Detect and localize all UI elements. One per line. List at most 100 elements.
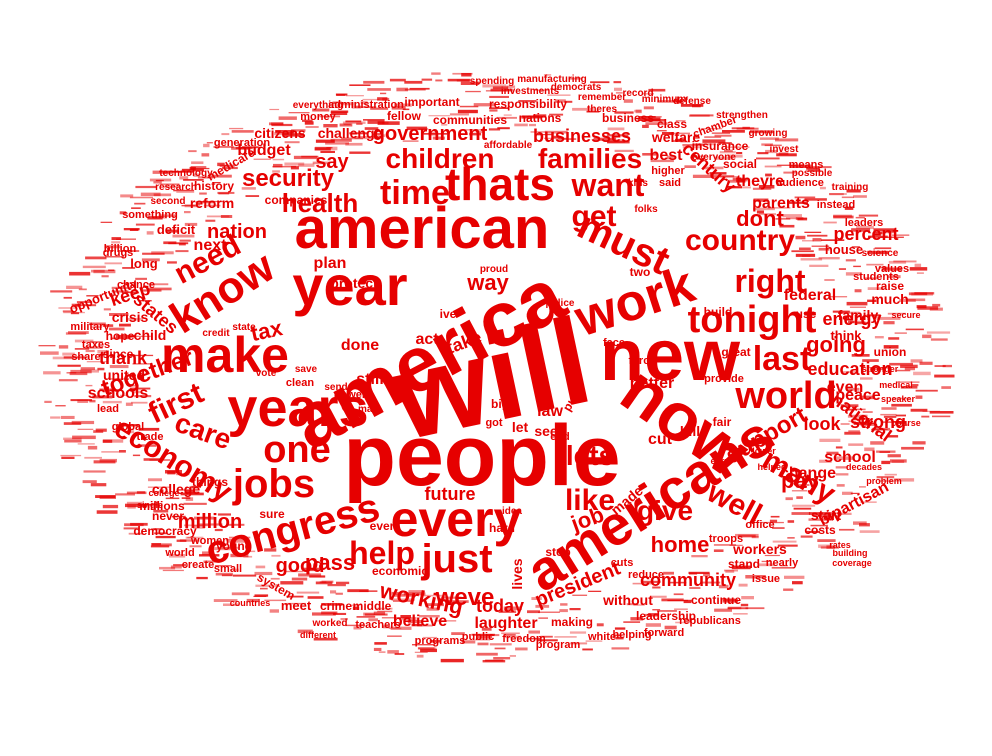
speckle-mark <box>476 652 498 656</box>
speckle-mark <box>134 202 146 205</box>
speckle-mark <box>623 621 641 623</box>
speckle-mark <box>149 178 172 182</box>
speckle-mark <box>727 179 746 183</box>
speckle-mark <box>741 596 754 600</box>
cloud-word-everything: everything <box>293 100 344 111</box>
cloud-word-believe: believe <box>393 613 447 630</box>
speckle-mark <box>93 460 116 464</box>
speckle-mark <box>58 379 78 382</box>
cloud-word-much: much <box>871 291 908 307</box>
speckle-mark <box>125 503 148 508</box>
cloud-word-manufacturing: manufacturing <box>517 74 586 85</box>
speckle-mark <box>644 119 667 122</box>
cloud-word-folks: folks <box>634 204 658 215</box>
speckle-mark <box>916 305 927 309</box>
speckle-mark <box>582 648 593 651</box>
cloud-word-weve: weve <box>435 584 495 611</box>
speckle-mark <box>549 113 564 116</box>
cloud-word-teachers: teachers <box>355 619 400 631</box>
speckle-mark <box>417 624 433 627</box>
cloud-word-problem: problem <box>866 476 902 486</box>
speckle-mark <box>817 539 836 542</box>
cloud-word-parents: parents <box>752 195 810 212</box>
speckle-mark <box>850 492 860 494</box>
speckle-mark <box>810 524 828 527</box>
speckle-mark <box>704 136 722 138</box>
speckle-mark <box>139 300 152 302</box>
speckle-mark <box>70 369 92 374</box>
speckle-mark <box>62 352 75 356</box>
cloud-word-college: college <box>152 481 200 497</box>
cloud-word-course: course <box>891 418 921 428</box>
cloud-word-making: making <box>551 615 593 629</box>
cloud-word-rates: rates <box>829 540 851 550</box>
speckle-mark <box>504 634 516 636</box>
speckle-mark <box>253 595 267 597</box>
speckle-mark <box>428 115 450 117</box>
speckle-mark <box>230 553 249 558</box>
speckle-mark <box>82 480 97 484</box>
speckle-mark <box>883 345 899 349</box>
speckle-mark <box>530 131 548 133</box>
speckle-mark <box>60 454 82 457</box>
speckle-mark <box>606 134 629 137</box>
cloud-word-women: women <box>190 535 229 547</box>
cloud-word-state: state <box>232 322 256 333</box>
cloud-word-get: get <box>572 200 617 233</box>
speckle-mark <box>131 207 141 209</box>
speckle-mark <box>607 127 625 131</box>
cloud-word-things: things <box>192 475 228 489</box>
speckle-mark <box>787 520 795 523</box>
speckle-mark <box>285 570 304 573</box>
speckle-mark <box>914 263 922 268</box>
speckle-mark <box>791 250 814 253</box>
speckle-mark <box>132 390 141 394</box>
speckle-mark <box>593 137 617 141</box>
speckle-mark <box>183 488 195 491</box>
cloud-word-health: health <box>282 188 359 218</box>
speckle-mark <box>477 130 484 133</box>
speckle-mark <box>675 120 686 122</box>
speckle-mark <box>169 554 186 558</box>
cloud-word-without: without <box>602 592 653 608</box>
speckle-mark <box>215 572 233 576</box>
speckle-mark <box>823 221 837 224</box>
speckle-mark <box>330 111 348 115</box>
cloud-word-pay: pay <box>781 468 820 493</box>
speckle-mark <box>742 126 750 129</box>
speckle-mark <box>558 138 577 140</box>
cloud-word-tonight: tonight <box>688 299 817 341</box>
speckle-mark <box>148 478 162 482</box>
cloud-word-insurance: insurance <box>692 139 749 153</box>
speckle-mark <box>381 617 402 619</box>
speckle-mark <box>778 152 789 155</box>
cloud-word-children: children <box>386 143 495 174</box>
speckle-mark <box>218 192 230 195</box>
speckle-mark <box>492 86 509 90</box>
cloud-word-military: military <box>70 321 110 333</box>
speckle-mark <box>149 459 171 461</box>
speckle-mark <box>792 581 803 585</box>
speckle-mark <box>648 88 666 92</box>
speckle-mark <box>518 100 537 103</box>
speckle-mark <box>151 251 174 255</box>
speckle-mark <box>867 287 885 290</box>
speckle-mark <box>795 253 816 257</box>
speckle-mark <box>675 621 690 624</box>
speckle-mark <box>490 88 513 92</box>
speckle-mark <box>808 166 832 169</box>
speckle-mark <box>184 524 208 527</box>
speckle-mark <box>349 151 371 154</box>
speckle-mark <box>406 126 428 131</box>
speckle-mark <box>382 625 391 629</box>
speckle-mark <box>109 365 129 369</box>
speckle-mark <box>212 547 235 551</box>
cloud-word-stand: stand <box>728 557 760 571</box>
speckle-mark <box>291 577 308 581</box>
cloud-word-look: look <box>803 414 841 434</box>
speckle-mark <box>72 435 96 440</box>
speckle-mark <box>303 567 320 572</box>
speckle-mark <box>559 609 568 613</box>
speckle-mark <box>783 171 797 174</box>
speckle-layer <box>38 72 955 663</box>
